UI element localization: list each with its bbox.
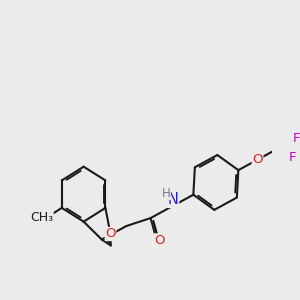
Text: F: F bbox=[289, 151, 296, 164]
Text: O: O bbox=[252, 153, 263, 166]
Text: O: O bbox=[105, 227, 116, 241]
Text: N: N bbox=[168, 192, 178, 207]
Text: F: F bbox=[293, 132, 300, 145]
Text: H: H bbox=[161, 187, 170, 200]
Text: O: O bbox=[154, 234, 165, 247]
Text: CH₃: CH₃ bbox=[30, 211, 53, 224]
